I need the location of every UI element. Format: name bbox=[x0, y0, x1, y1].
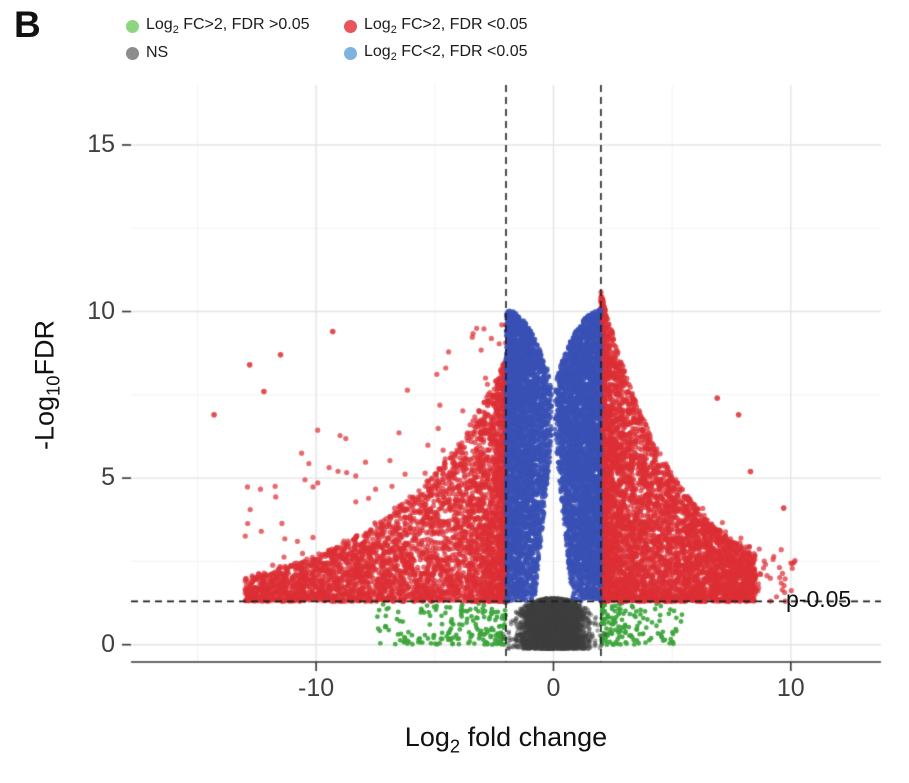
legend-label: Log2 FC<2, FDR <0.05 bbox=[364, 43, 528, 64]
y-tick-label: 15 bbox=[87, 129, 115, 158]
legend-label: NS bbox=[146, 44, 169, 62]
legend-swatch-dot bbox=[344, 19, 357, 33]
x-tick-label: -10 bbox=[298, 674, 335, 702]
legend-item: Log2 FC<2, FDR <0.05 bbox=[344, 43, 527, 63]
panel-letter: B bbox=[14, 4, 41, 45]
y-title-pre: -Log bbox=[29, 395, 60, 450]
y-title-sub: 10 bbox=[42, 375, 64, 396]
legend-item: Log2 FC>2, FDR >0.05 bbox=[126, 16, 344, 36]
legend-swatch-dot bbox=[126, 46, 139, 60]
legend-label: Log2 FC>2, FDR >0.05 bbox=[146, 16, 310, 37]
y-title-rest: FDR bbox=[29, 320, 60, 376]
legend-swatch-dot bbox=[126, 19, 139, 33]
x-title-rest: fold change bbox=[460, 722, 608, 752]
legend-item: Log2 FC>2, FDR <0.05 bbox=[344, 16, 527, 36]
legend-swatch-dot bbox=[344, 46, 357, 60]
legend-item: NS bbox=[126, 43, 344, 63]
x-axis-title: Log2 fold change bbox=[131, 722, 881, 757]
x-tick-label: 10 bbox=[776, 674, 805, 702]
y-axis-title: -Log10FDR bbox=[29, 320, 64, 450]
x-title-sub: 2 bbox=[449, 735, 461, 757]
p-threshold-label: p-0.05 bbox=[786, 586, 852, 613]
legend: Log2 FC>2, FDR >0.05 NS Log2 FC>2, FDR <0.… bbox=[126, 16, 527, 63]
y-tick-label: 10 bbox=[87, 296, 115, 325]
y-tick-label: 5 bbox=[101, 463, 115, 492]
y-tick-label: 0 bbox=[101, 629, 115, 658]
x-tick-label: 0 bbox=[546, 674, 561, 702]
legend-label: Log2 FC>2, FDR <0.05 bbox=[364, 16, 528, 37]
x-title-pre: Log bbox=[404, 722, 450, 752]
